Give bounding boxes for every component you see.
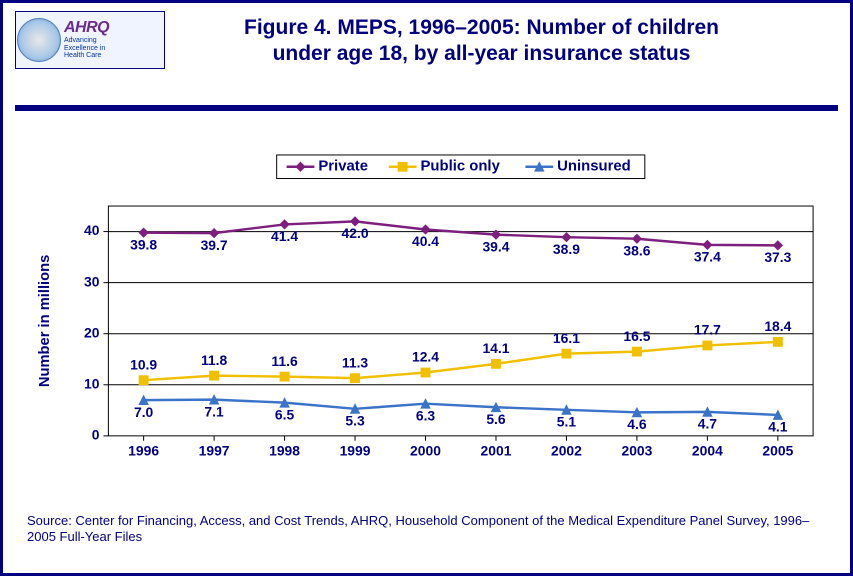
y-tick-label: 30 [84,273,100,289]
x-tick-label: 2001 [481,443,512,459]
data-label: 39.4 [482,238,509,254]
data-label: 4.6 [627,416,647,432]
x-tick-label: 2005 [762,443,793,459]
data-label: 5.3 [345,413,365,429]
data-label: 38.9 [553,241,580,257]
y-axis-label: Number in millions [37,255,53,387]
legend-label: Private [318,159,368,175]
logo-brand: AHRQ [64,20,163,36]
marker-square-icon [773,337,782,346]
marker-square-icon [398,162,407,171]
ahrq-logo: AHRQ Advancing Excellence in Health Care [15,11,165,69]
hhs-seal-icon [17,18,61,62]
data-label: 39.7 [201,237,228,253]
data-label: 39.8 [130,236,157,252]
header-rule [15,105,838,111]
x-tick-label: 2004 [692,443,723,459]
x-tick-label: 1998 [269,443,300,459]
data-label: 14.1 [482,340,509,356]
data-label: 5.6 [486,411,506,427]
y-tick-label: 0 [92,427,100,443]
data-label: 7.0 [134,404,154,420]
chart-area: Private Public only Uninsured 0 10 20 30 40 1996… [27,153,826,483]
logo-text: AHRQ Advancing Excellence in Health Care [61,20,163,59]
figure-container: AHRQ Advancing Excellence in Health Care… [0,0,853,576]
data-label: 18.4 [764,318,791,334]
source-note: Source: Center for Financing, Access, an… [27,513,826,546]
logo-tagline: Advancing Excellence in Health Care [64,37,163,59]
x-tick-label: 1996 [128,443,159,459]
marker-square-icon [562,349,571,358]
marker-square-icon [632,347,641,356]
marker-square-icon [139,376,148,385]
x-tick-label: 1997 [199,443,230,459]
y-tick-label: 40 [84,222,100,238]
data-label: 11.6 [271,353,298,369]
data-label: 7.1 [204,403,224,419]
marker-square-icon [421,368,430,377]
data-label: 40.4 [412,233,439,249]
data-label: 12.4 [412,349,439,365]
x-tick-label: 2003 [621,443,652,459]
marker-square-icon [280,372,289,381]
legend-label: Public only [420,159,500,175]
data-label: 38.6 [623,242,650,258]
marker-square-icon [351,374,360,383]
marker-square-icon [492,359,501,368]
data-label: 4.7 [698,416,718,432]
data-label: 37.4 [694,249,721,265]
data-label: 5.1 [557,414,577,430]
y-tick-label: 10 [84,375,100,391]
x-tick-label: 2002 [551,443,582,459]
data-label: 6.3 [416,407,436,423]
data-label: 41.4 [271,228,298,244]
data-label: 42.0 [342,225,369,241]
data-label: 16.1 [553,330,580,346]
data-label: 37.3 [764,249,791,265]
line-chart: Private Public only Uninsured 0 10 20 30 40 1996… [27,153,826,483]
data-label: 11.8 [201,352,228,368]
x-tick-label: 2000 [410,443,441,459]
y-tick-label: 20 [84,324,100,340]
legend-label: Uninsured [557,159,631,175]
x-tick-label: 1999 [340,443,371,459]
data-label: 11.3 [342,354,369,370]
data-label: 17.7 [694,322,721,338]
data-label: 10.9 [130,356,157,372]
data-label: 6.5 [275,406,295,422]
header-area: AHRQ Advancing Excellence in Health Care… [3,3,850,105]
data-label: 4.1 [768,419,788,435]
data-label: 16.5 [623,328,650,344]
marker-square-icon [703,341,712,350]
marker-square-icon [210,371,219,380]
